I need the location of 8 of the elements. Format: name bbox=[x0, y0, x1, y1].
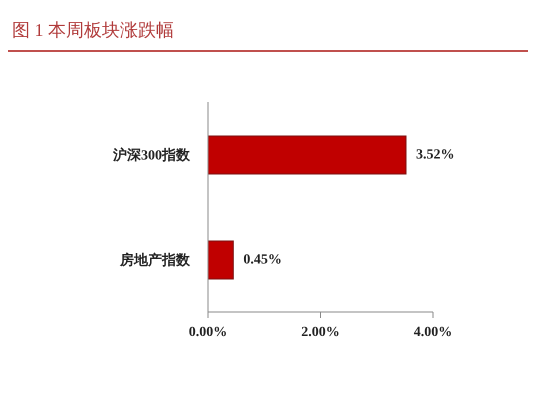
data-label: 3.52% bbox=[416, 148, 454, 162]
y-tick-label: 房地产指数 bbox=[119, 251, 191, 268]
data-label: 0.45% bbox=[243, 252, 282, 268]
x-tick-label: 0.00% bbox=[188, 324, 228, 340]
x-tick-label: 2.00% bbox=[301, 324, 340, 340]
y-tick-label: 沪深300指数 bbox=[112, 146, 191, 164]
chart-title: 图 1 本周板块涨跌幅 bbox=[8, 8, 528, 52]
x-tick-label: 4.00% bbox=[414, 324, 452, 340]
